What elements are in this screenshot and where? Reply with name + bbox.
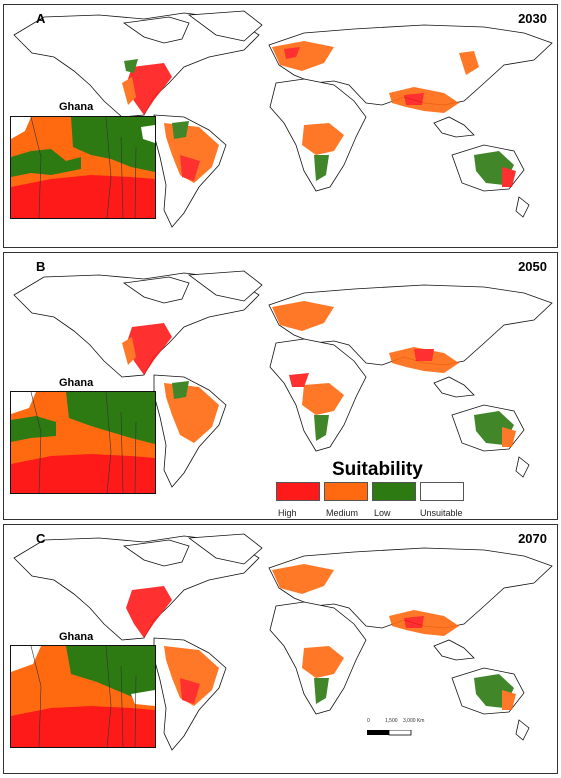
scale-bar: 0 1,500 3,000 Km: [365, 718, 455, 748]
legend-title: Suitability: [332, 459, 423, 480]
map-panel-2050: B 2050 Ghana: [3, 252, 558, 520]
legend-label-low: Low: [374, 508, 391, 518]
panel-letter: C: [36, 531, 46, 546]
legend-label-medium: Medium: [326, 508, 359, 518]
ghana-inset-map: [10, 645, 156, 748]
world-map: [13, 10, 553, 228]
legend-label-high: High: [278, 508, 297, 518]
legend-swatch-low: [372, 482, 416, 501]
map-panel-2030: A 2030 Ghana: [3, 4, 558, 248]
scale-label-0: 0: [367, 718, 370, 724]
ghana-inset-map: [10, 391, 156, 494]
ghana-inset-map: [10, 116, 156, 219]
legend-swatch-unsuitable: [420, 482, 464, 501]
legend-swatch-high: [276, 482, 320, 501]
inset-title: Ghana: [59, 101, 94, 113]
panel-letter: A: [36, 11, 46, 26]
panel-year: 2030: [518, 11, 547, 26]
legend-label-unsuitable: Unsuitable: [420, 508, 463, 518]
inset-title: Ghana: [59, 631, 94, 643]
map-panel-2070: C 2070 Ghana: [3, 524, 558, 774]
legend-swatch-medium: [324, 482, 368, 501]
scale-bar-graphic: [367, 730, 412, 736]
panel-year: 2070: [518, 531, 547, 546]
panel-letter: B: [36, 259, 46, 274]
scale-label-1500: 1,500: [385, 718, 398, 724]
inset-title: Ghana: [59, 377, 94, 389]
world-map: [13, 270, 553, 488]
panel-year: 2050: [518, 259, 547, 274]
scale-label-3000: 3,000 Km: [403, 718, 425, 724]
world-map: [13, 533, 553, 751]
